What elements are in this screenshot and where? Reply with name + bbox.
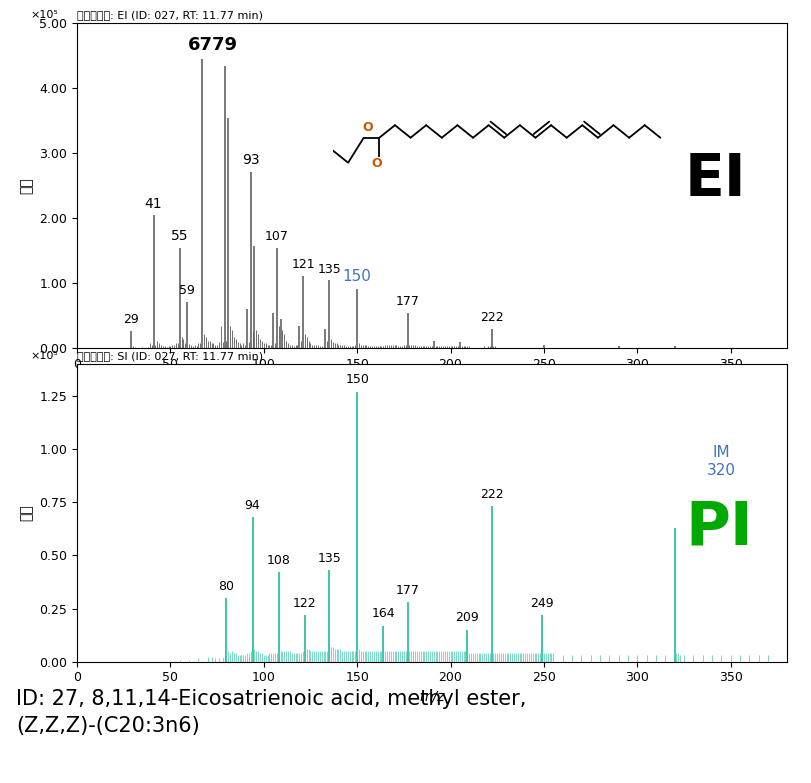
Text: 135: 135: [317, 552, 341, 565]
Text: スペクトル: SI (ID: 027, RT: 11.77 min): スペクトル: SI (ID: 027, RT: 11.77 min): [77, 351, 264, 360]
Text: 249: 249: [530, 597, 554, 609]
Text: EI: EI: [685, 151, 746, 208]
Text: 150: 150: [343, 269, 371, 284]
Y-axis label: 強度: 強度: [19, 504, 34, 521]
Text: 59: 59: [179, 284, 195, 297]
Text: 222: 222: [480, 488, 504, 501]
Text: 177: 177: [396, 584, 419, 597]
Text: 222: 222: [480, 312, 504, 324]
Text: スペクトル: EI (ID: 027, RT: 11.77 min): スペクトル: EI (ID: 027, RT: 11.77 min): [77, 10, 263, 20]
Text: 177: 177: [396, 295, 419, 309]
Text: 94: 94: [245, 499, 260, 512]
Text: 41: 41: [145, 197, 162, 211]
Text: 122: 122: [293, 597, 316, 609]
Text: 135: 135: [317, 262, 341, 276]
Text: ×10⁵: ×10⁵: [31, 10, 58, 20]
Text: 209: 209: [456, 612, 479, 625]
Text: 29: 29: [123, 313, 139, 327]
Text: ×10⁵: ×10⁵: [31, 351, 58, 361]
Text: IM
320: IM 320: [707, 445, 736, 478]
Text: ID: 27, 8,11,14-Eicosatrienoic acid, methyl ester,
(Z,Z,Z)-(C20:3n6): ID: 27, 8,11,14-Eicosatrienoic acid, met…: [16, 689, 526, 736]
Text: 107: 107: [265, 230, 289, 244]
Text: 150: 150: [345, 373, 369, 386]
Text: 80: 80: [218, 579, 234, 593]
Text: 108: 108: [267, 554, 290, 567]
Text: 93: 93: [242, 153, 260, 167]
Text: 6779: 6779: [188, 36, 238, 54]
Text: PI: PI: [685, 498, 753, 557]
Text: 55: 55: [171, 229, 188, 244]
Text: 164: 164: [371, 607, 395, 620]
X-axis label: m/z: m/z: [419, 690, 444, 704]
Y-axis label: 強度: 強度: [19, 178, 34, 194]
Text: 121: 121: [291, 258, 315, 271]
